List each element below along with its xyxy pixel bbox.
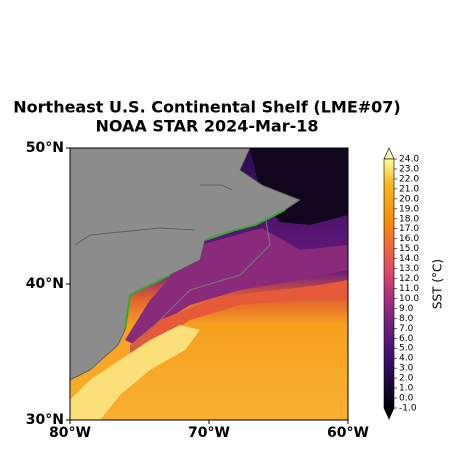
colorbar [383,158,395,409]
colorbar-tick-label: 15.0 [399,244,419,254]
colorbar-extend-max [383,147,395,160]
shelf-water [125,228,348,345]
colorbar-tick-label: 18.0 [399,214,419,224]
colorbar-tick-label: 24.0 [399,155,419,165]
colorbar-tick-label: 19.0 [399,204,419,214]
land [70,148,301,381]
lat-tick-label: 40°N [26,276,64,292]
subtitle: NOAA STAR 2024-Mar-18 [95,117,318,136]
coastal-marsh [124,209,286,331]
colorbar-tick-label: 20.0 [399,194,419,204]
lon-tick-label: 80°W [49,425,91,441]
lme-boundary [129,214,271,351]
colorbar-tick-label: 21.0 [399,184,419,194]
colorbar-tick-label: 12.0 [399,274,419,284]
lon-tick-label: 70°W [188,425,230,441]
colorbar-extend-min [383,407,395,420]
front-water [130,280,348,360]
colorbar-tick-label: 9.0 [399,304,414,314]
colorbar-tick-label: 3.0 [399,364,414,374]
colorbar-tick-label: 11.0 [399,284,419,294]
colorbar-tick-label: 6.0 [399,334,414,344]
colorbar-tick-label: 5.0 [399,344,414,354]
title: Northeast U.S. Continental Shelf (LME#07… [13,98,400,117]
colorbar-tick-label: 7.0 [399,324,414,334]
colorbar-tick-label: 13.0 [399,264,419,274]
colorbar-tick-label: 4.0 [399,354,414,364]
colorbar-tick-label: 14.0 [399,254,419,264]
warm-water [70,325,200,420]
colorbar-tick-label: 16.0 [399,234,419,244]
lat-tick-label: 30°N [26,412,64,428]
colorbar-tick-label: 8.0 [399,314,414,324]
colorbar-tick-label: 23.0 [399,164,419,174]
colorbar-tick-label: 0.0 [399,394,414,404]
lon-tick-label: 60°W [327,425,369,441]
colorbar-tick-label: -1.0 [399,404,417,414]
colorbar-tick-label: 17.0 [399,224,419,234]
lat-tick-label: 50°N [26,140,64,156]
colorbar-tick-label: 1.0 [399,384,414,394]
colorbar-label: SST (°C) [431,259,445,309]
colorbar-tick-label: 22.0 [399,174,419,184]
borders [74,184,233,246]
colorbar-tick-label: 2.0 [399,374,414,384]
colorbar-tick-label: 10.0 [399,294,419,304]
map [70,148,348,420]
